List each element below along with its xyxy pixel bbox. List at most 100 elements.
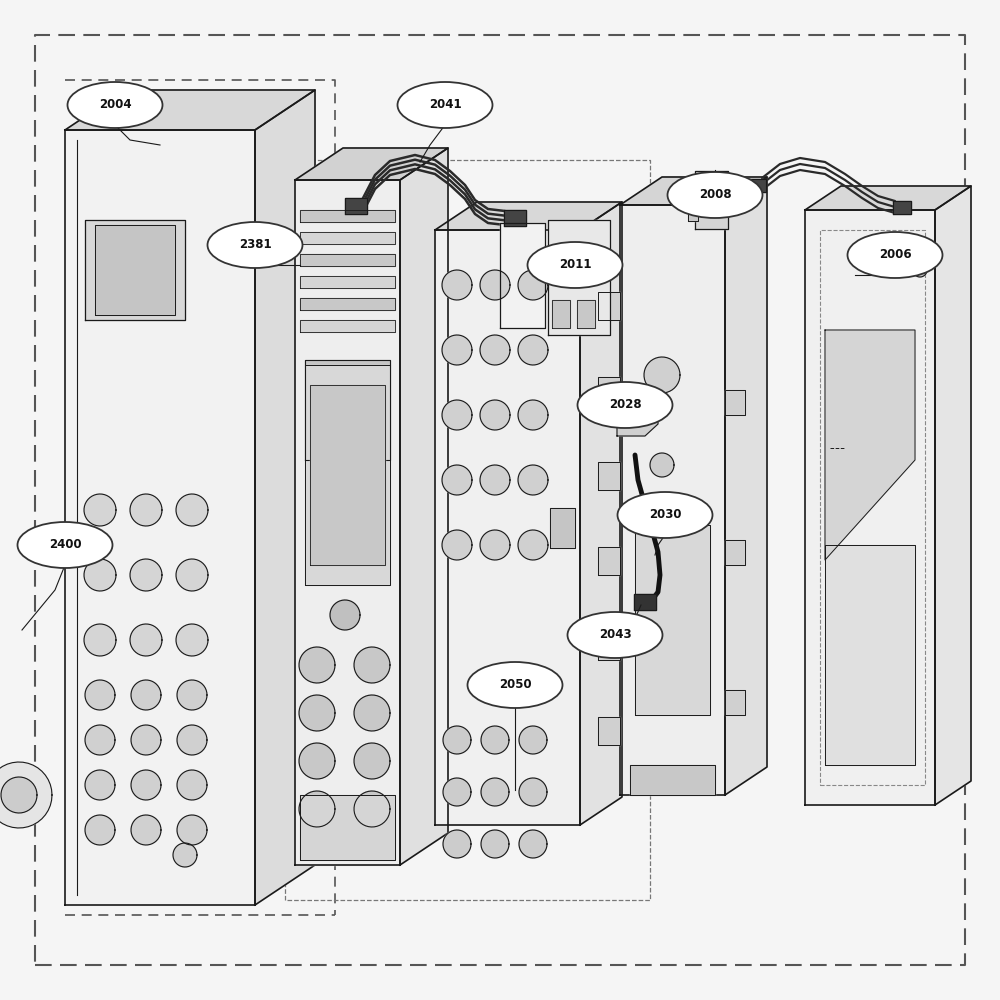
Polygon shape bbox=[345, 198, 367, 214]
Polygon shape bbox=[177, 725, 207, 755]
Polygon shape bbox=[95, 225, 175, 315]
Polygon shape bbox=[176, 624, 208, 656]
Polygon shape bbox=[305, 365, 390, 585]
Polygon shape bbox=[725, 690, 745, 715]
Polygon shape bbox=[548, 220, 610, 335]
Polygon shape bbox=[85, 220, 185, 320]
Polygon shape bbox=[443, 830, 471, 858]
Polygon shape bbox=[354, 695, 390, 731]
Polygon shape bbox=[354, 743, 390, 779]
Polygon shape bbox=[131, 680, 161, 710]
Polygon shape bbox=[519, 778, 547, 806]
Polygon shape bbox=[598, 547, 620, 575]
Polygon shape bbox=[480, 335, 510, 365]
Polygon shape bbox=[65, 130, 255, 905]
Polygon shape bbox=[442, 335, 472, 365]
Polygon shape bbox=[0, 762, 52, 828]
Polygon shape bbox=[130, 559, 162, 591]
Polygon shape bbox=[504, 210, 526, 226]
Polygon shape bbox=[85, 815, 115, 845]
Polygon shape bbox=[300, 254, 395, 266]
Polygon shape bbox=[442, 400, 472, 430]
Ellipse shape bbox=[618, 492, 712, 538]
Polygon shape bbox=[598, 632, 620, 660]
Polygon shape bbox=[598, 292, 620, 320]
Polygon shape bbox=[65, 90, 315, 130]
Text: 2028: 2028 bbox=[609, 398, 641, 412]
Ellipse shape bbox=[68, 82, 162, 128]
Polygon shape bbox=[598, 717, 620, 745]
Polygon shape bbox=[480, 465, 510, 495]
Polygon shape bbox=[84, 559, 116, 591]
Polygon shape bbox=[519, 726, 547, 754]
Polygon shape bbox=[330, 600, 360, 630]
Polygon shape bbox=[173, 843, 197, 867]
Polygon shape bbox=[635, 525, 710, 715]
Polygon shape bbox=[688, 203, 698, 221]
Polygon shape bbox=[913, 263, 927, 277]
Polygon shape bbox=[85, 680, 115, 710]
Polygon shape bbox=[620, 205, 725, 795]
Polygon shape bbox=[481, 778, 509, 806]
Polygon shape bbox=[176, 494, 208, 526]
Polygon shape bbox=[400, 148, 448, 865]
Polygon shape bbox=[305, 360, 390, 460]
Text: 2011: 2011 bbox=[559, 258, 591, 271]
Polygon shape bbox=[310, 385, 385, 565]
Text: 2050: 2050 bbox=[499, 678, 531, 692]
Polygon shape bbox=[443, 778, 471, 806]
Ellipse shape bbox=[18, 522, 112, 568]
Polygon shape bbox=[177, 815, 207, 845]
Polygon shape bbox=[598, 462, 620, 490]
Polygon shape bbox=[725, 540, 745, 565]
Polygon shape bbox=[634, 594, 656, 610]
Ellipse shape bbox=[208, 222, 302, 268]
Polygon shape bbox=[130, 494, 162, 526]
Polygon shape bbox=[577, 300, 595, 328]
Polygon shape bbox=[435, 202, 622, 230]
Polygon shape bbox=[299, 695, 335, 731]
Polygon shape bbox=[131, 725, 161, 755]
Polygon shape bbox=[550, 508, 575, 548]
Polygon shape bbox=[300, 298, 395, 310]
Ellipse shape bbox=[578, 382, 672, 428]
Polygon shape bbox=[300, 232, 395, 244]
Polygon shape bbox=[695, 171, 728, 229]
Polygon shape bbox=[748, 179, 766, 192]
Polygon shape bbox=[552, 300, 570, 328]
Polygon shape bbox=[299, 647, 335, 683]
Polygon shape bbox=[435, 230, 580, 825]
Polygon shape bbox=[518, 335, 548, 365]
Polygon shape bbox=[481, 830, 509, 858]
Polygon shape bbox=[480, 400, 510, 430]
Polygon shape bbox=[935, 186, 971, 805]
Polygon shape bbox=[1, 777, 37, 813]
Polygon shape bbox=[299, 743, 335, 779]
Ellipse shape bbox=[668, 172, 763, 218]
Polygon shape bbox=[617, 396, 658, 436]
Text: 2043: 2043 bbox=[599, 629, 631, 642]
Ellipse shape bbox=[848, 232, 942, 278]
Polygon shape bbox=[84, 624, 116, 656]
Polygon shape bbox=[580, 202, 622, 825]
Polygon shape bbox=[518, 465, 548, 495]
Polygon shape bbox=[85, 770, 115, 800]
Text: 2400: 2400 bbox=[49, 538, 81, 552]
Polygon shape bbox=[442, 530, 472, 560]
Polygon shape bbox=[519, 830, 547, 858]
Polygon shape bbox=[442, 465, 472, 495]
Polygon shape bbox=[650, 453, 674, 477]
Polygon shape bbox=[131, 770, 161, 800]
Polygon shape bbox=[725, 177, 767, 795]
Polygon shape bbox=[630, 765, 715, 795]
Polygon shape bbox=[300, 320, 395, 332]
Polygon shape bbox=[518, 400, 548, 430]
Polygon shape bbox=[300, 795, 395, 860]
Ellipse shape bbox=[528, 242, 622, 288]
Polygon shape bbox=[598, 377, 620, 405]
Polygon shape bbox=[443, 726, 471, 754]
Polygon shape bbox=[725, 390, 745, 415]
Polygon shape bbox=[620, 177, 767, 205]
Polygon shape bbox=[480, 270, 510, 300]
Polygon shape bbox=[893, 201, 911, 214]
